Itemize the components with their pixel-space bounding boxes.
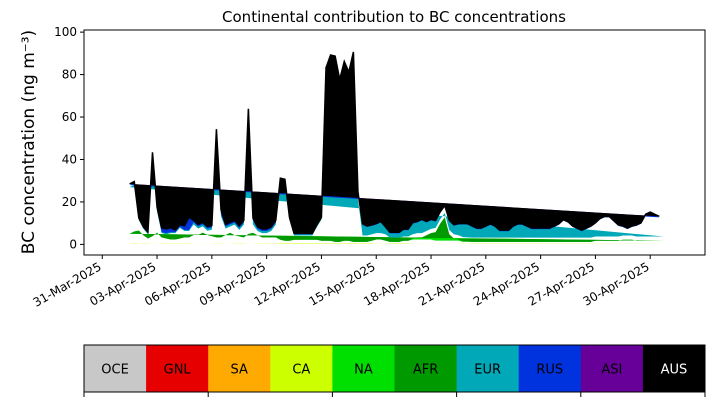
stacked-areas — [129, 51, 669, 244]
total-outline — [129, 51, 660, 235]
legend-swatch-eur — [456, 345, 520, 392]
chart-title: Continental contribution to BC concentra… — [222, 8, 566, 26]
legend-swatch-sa — [208, 345, 271, 392]
legend-swatch-rus — [518, 345, 582, 392]
legend-swatch-ca — [270, 345, 333, 392]
total-line — [129, 51, 660, 235]
legend-label: ASI — [601, 363, 622, 378]
x-axis: 31-Mar-202503-Apr-202506-Apr-202509-Apr-… — [31, 255, 652, 310]
legend-label: EUR — [474, 363, 501, 378]
legend-swatch-na — [332, 345, 395, 392]
legend: OCE GNL SA CA NA AFR EUR RUS ASI AUS — [83, 344, 706, 397]
area-afr — [129, 217, 664, 242]
area-ca — [129, 243, 669, 244]
legend-swatch-gnl — [146, 345, 209, 392]
y-tick-label: 100 — [54, 25, 77, 39]
y-tick-label: 0 — [69, 237, 77, 251]
y-tick-label: 20 — [62, 195, 77, 209]
legend-label: NA — [354, 363, 373, 378]
legend-label: CA — [292, 363, 310, 378]
y-axis-label: BC concentration (ng m⁻³) — [19, 30, 39, 254]
plot-frame — [83, 29, 706, 256]
legend-swatch-asi — [580, 345, 644, 392]
legend-swatch-oce — [84, 345, 147, 392]
y-tick-label: 60 — [62, 110, 77, 124]
legend-frame — [83, 344, 706, 393]
legend-label: AFR — [413, 363, 438, 378]
legend-swatch-aus — [642, 345, 706, 392]
legend-swatch-afr — [394, 345, 458, 392]
legend-label: OCE — [101, 363, 129, 378]
legend-label: SA — [231, 363, 248, 378]
y-tick-label: 40 — [62, 152, 77, 166]
area-aus — [129, 51, 660, 234]
legend-label: RUS — [536, 363, 563, 378]
y-axis: 0 20 40 60 80 100 — [54, 25, 84, 251]
legend-label: GNL — [164, 363, 192, 378]
y-tick-label: 80 — [62, 68, 77, 82]
legend-label: AUS — [661, 363, 688, 378]
